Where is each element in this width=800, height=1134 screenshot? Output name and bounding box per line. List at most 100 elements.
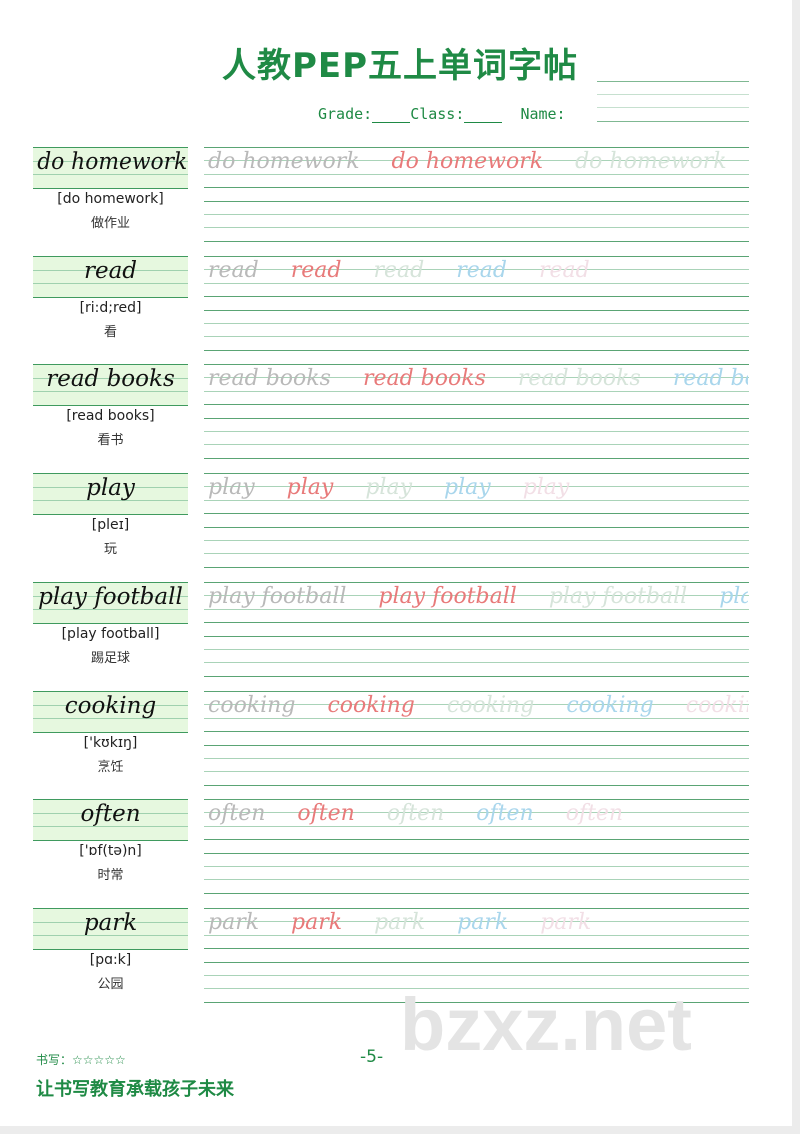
- practice-word: park: [457, 909, 509, 935]
- practice-word: play: [522, 475, 570, 501]
- ruling-line: [204, 703, 749, 705]
- ruling-line: [204, 934, 749, 936]
- ruling-line: [204, 295, 749, 297]
- ruling-line: [204, 513, 749, 515]
- ruling-line: [204, 812, 749, 814]
- practice-word: play: [208, 475, 255, 501]
- ruling-line: [204, 581, 749, 583]
- practice-row: play football play football play football p…: [208, 584, 748, 620]
- class-field[interactable]: [464, 122, 503, 123]
- word-holder: read books: [33, 366, 188, 400]
- ruling-line: [204, 744, 749, 746]
- ruling-line: [204, 241, 749, 242]
- practice-lines[interactable]: [204, 907, 749, 1004]
- slogan: 让书写教育承载孩子未来: [36, 1079, 234, 1100]
- practice-word: play: [286, 475, 334, 501]
- ruling-line: [204, 309, 749, 311]
- ruling-line: [204, 444, 749, 446]
- ruling-line: [204, 268, 749, 270]
- practice-word: do homework: [575, 149, 727, 174]
- practice-lines[interactable]: [204, 690, 749, 787]
- ruling-line: [204, 364, 749, 366]
- word-holder: play: [33, 475, 188, 509]
- word-holder: do homework: [33, 149, 188, 183]
- word: do homework: [37, 149, 188, 175]
- grade-field[interactable]: [372, 122, 411, 123]
- word-holder: play football: [33, 584, 188, 618]
- word-box: [33, 581, 188, 624]
- practice-word: play football: [378, 583, 517, 609]
- ruling-line: [204, 757, 749, 759]
- ruling-line: [204, 947, 749, 949]
- practice-word: park: [540, 909, 592, 935]
- phonetic: ['ɒf(tə)n]: [79, 843, 142, 860]
- word-entry: play [pleɪ] 玩 play play play play play: [0, 473, 800, 573]
- ruling-line: [204, 648, 749, 650]
- ruling-line: [204, 690, 749, 692]
- ruling-line: [204, 784, 749, 786]
- ruling-line: [204, 717, 749, 719]
- practice-word: cooking: [566, 692, 654, 718]
- phonetic: [do homework]: [57, 191, 164, 207]
- ruling-line: [204, 391, 749, 393]
- phonetic: [pleɪ]: [91, 517, 130, 534]
- meaning: 看: [103, 324, 117, 340]
- word: cooking: [64, 692, 157, 719]
- ruling-line: [204, 920, 749, 922]
- word: play: [86, 475, 135, 502]
- word: read books: [46, 366, 175, 393]
- ruling-line: [204, 608, 749, 610]
- ruling-line: [204, 418, 749, 420]
- name-label: Name:: [520, 105, 566, 123]
- practice-lines[interactable]: [204, 364, 749, 460]
- ruling-line: [204, 853, 749, 855]
- ruling-line: [204, 227, 749, 228]
- practice-word: read books: [208, 366, 331, 392]
- practice-lines[interactable]: [204, 255, 749, 352]
- meaning: 踢足球: [90, 650, 130, 666]
- ruling-line: [204, 282, 749, 284]
- practice-word: read books: [362, 366, 486, 392]
- practice-lines[interactable]: [204, 147, 749, 243]
- meaning: 公园: [97, 976, 124, 992]
- ruling-line: [204, 635, 749, 637]
- watermark: bzxz.net: [400, 983, 692, 1066]
- practice-word: read: [539, 257, 590, 283]
- word-holder: cooking: [33, 693, 188, 727]
- word-box: [33, 907, 188, 950]
- practice-word: do homework: [208, 149, 360, 174]
- practice-lines[interactable]: [204, 473, 749, 569]
- practice-word: cooking: [685, 692, 748, 718]
- ruling-line: [204, 594, 749, 596]
- practice-lines[interactable]: [204, 799, 749, 895]
- word-entry: cooking ['kʊkɪŋ] 烹饪 cooking cooking cookin…: [0, 690, 800, 791]
- practice-row: cooking cooking cooking cooking cooking: [208, 693, 748, 729]
- ruling-line: [204, 974, 749, 976]
- word-holder: read: [33, 258, 188, 292]
- ruling-line: [204, 879, 749, 881]
- practice-word: often: [208, 801, 266, 827]
- practice-word: park: [374, 909, 426, 935]
- practice-word: do homework: [391, 149, 544, 174]
- practice-word: play: [719, 583, 748, 609]
- ruling-line: [204, 675, 749, 677]
- practice-row: often often often often often: [208, 801, 748, 837]
- ruling-line: [204, 987, 749, 989]
- meaning: 做作业: [90, 216, 130, 231]
- ruling-line: [204, 893, 749, 895]
- practice-word: cooking: [446, 692, 535, 718]
- meaning: 时常: [97, 868, 124, 884]
- phonetic: [ri:d;red]: [79, 299, 142, 316]
- practice-row: read read read read read: [208, 258, 748, 294]
- practice-lines[interactable]: [204, 581, 749, 678]
- word-holder: park: [33, 910, 188, 944]
- meaning: 烹饪: [97, 759, 124, 775]
- practice-word: read: [208, 257, 259, 283]
- practice-word: read books: [517, 366, 641, 392]
- practice-word: cooking: [327, 692, 415, 718]
- word-entry: read [ri:d;red] 看 read read read read read: [0, 255, 800, 356]
- practice-word: often: [476, 801, 534, 827]
- phonetic: [pɑ:k]: [89, 951, 132, 968]
